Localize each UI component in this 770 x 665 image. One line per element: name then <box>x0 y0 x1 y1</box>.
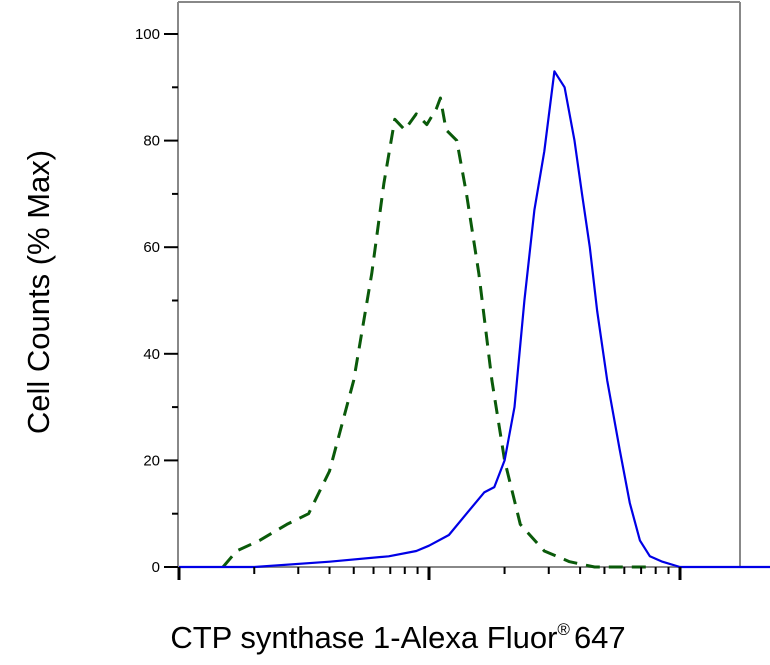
x-axis <box>177 567 682 580</box>
series-dashed-green <box>221 96 650 569</box>
x-axis-title-suffix: 647 <box>574 620 626 655</box>
series-solid-blue <box>179 70 770 569</box>
y-tick-label: 0 <box>152 559 160 576</box>
plot-frame <box>177 1 741 568</box>
y-tick-label: 20 <box>143 452 160 469</box>
series-layer <box>179 70 770 569</box>
y-tick-label: 100 <box>135 26 160 43</box>
y-tick-label: 60 <box>143 239 160 256</box>
x-axis-title-main: CTP synthase 1-Alexa Fluor <box>170 620 557 655</box>
y-axis: 0 20 40 60 80 100 <box>135 26 178 576</box>
x-axis-title: CTP synthase 1-Alexa Fluor® 647 <box>170 620 625 655</box>
x-axis-title-superscript: ® <box>557 620 570 639</box>
y-tick-label: 80 <box>143 133 160 150</box>
y-axis-title: Cell Counts (% Max) <box>21 150 56 434</box>
y-tick-label: 40 <box>143 346 160 363</box>
